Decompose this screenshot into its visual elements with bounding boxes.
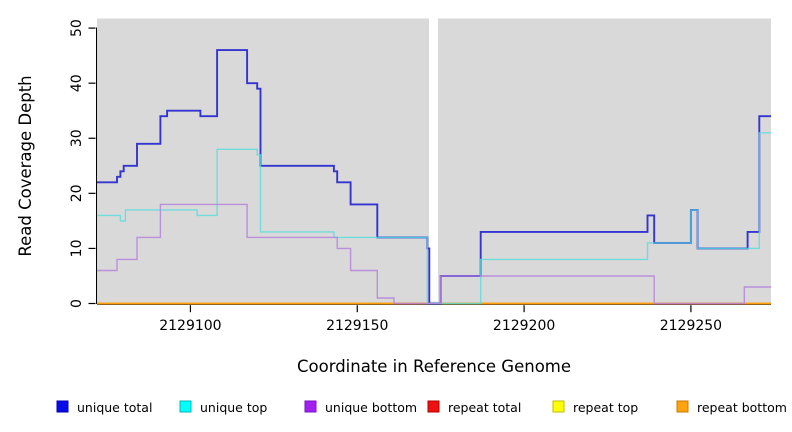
legend-swatch-repeat-total xyxy=(427,400,440,413)
plot-area xyxy=(97,18,771,305)
legend-swatch-repeat-top xyxy=(552,400,565,413)
legend-label-repeat-total: repeat total xyxy=(448,400,521,415)
legend-swatch-unique-bottom xyxy=(304,400,317,413)
y-tick-label: 0 xyxy=(69,299,85,308)
legend-swatch-unique-total xyxy=(56,400,69,413)
x-tick-label: 2129150 xyxy=(326,318,388,334)
axis-ticks: 2129100 2129150 2129200 2129250 0 10 20 30 40 50 xyxy=(69,19,771,334)
x-tick-label: 2129250 xyxy=(660,318,722,334)
y-tick-label: 40 xyxy=(69,74,85,92)
legend-label-unique-total: unique total xyxy=(77,400,152,415)
series-unique-top xyxy=(97,132,771,305)
legend-label-unique-top: unique top xyxy=(200,400,267,415)
legend-label-repeat-bottom: repeat bottom xyxy=(697,400,787,415)
data-series xyxy=(97,49,771,305)
y-tick-label: 10 xyxy=(69,240,85,258)
y-axis-title: Read Coverage Depth xyxy=(16,75,35,256)
y-tick-label: 30 xyxy=(69,129,85,147)
x-tick-label: 2129100 xyxy=(159,318,221,334)
x-tick-label: 2129200 xyxy=(493,318,555,334)
legend-label-repeat-top: repeat top xyxy=(573,400,638,415)
legend-swatch-unique-top xyxy=(179,400,192,413)
series-unique-bottom xyxy=(97,203,771,305)
legend-swatch-repeat-bottom xyxy=(676,400,689,413)
no-data-gap xyxy=(428,18,439,302)
legend: unique total unique top unique bottom repea… xyxy=(56,400,787,415)
x-axis-title: Coordinate in Reference Genome xyxy=(297,357,571,376)
y-tick-label: 20 xyxy=(69,184,85,202)
y-tick-label: 50 xyxy=(69,19,85,37)
legend-label-unique-bottom: unique bottom xyxy=(325,400,417,415)
